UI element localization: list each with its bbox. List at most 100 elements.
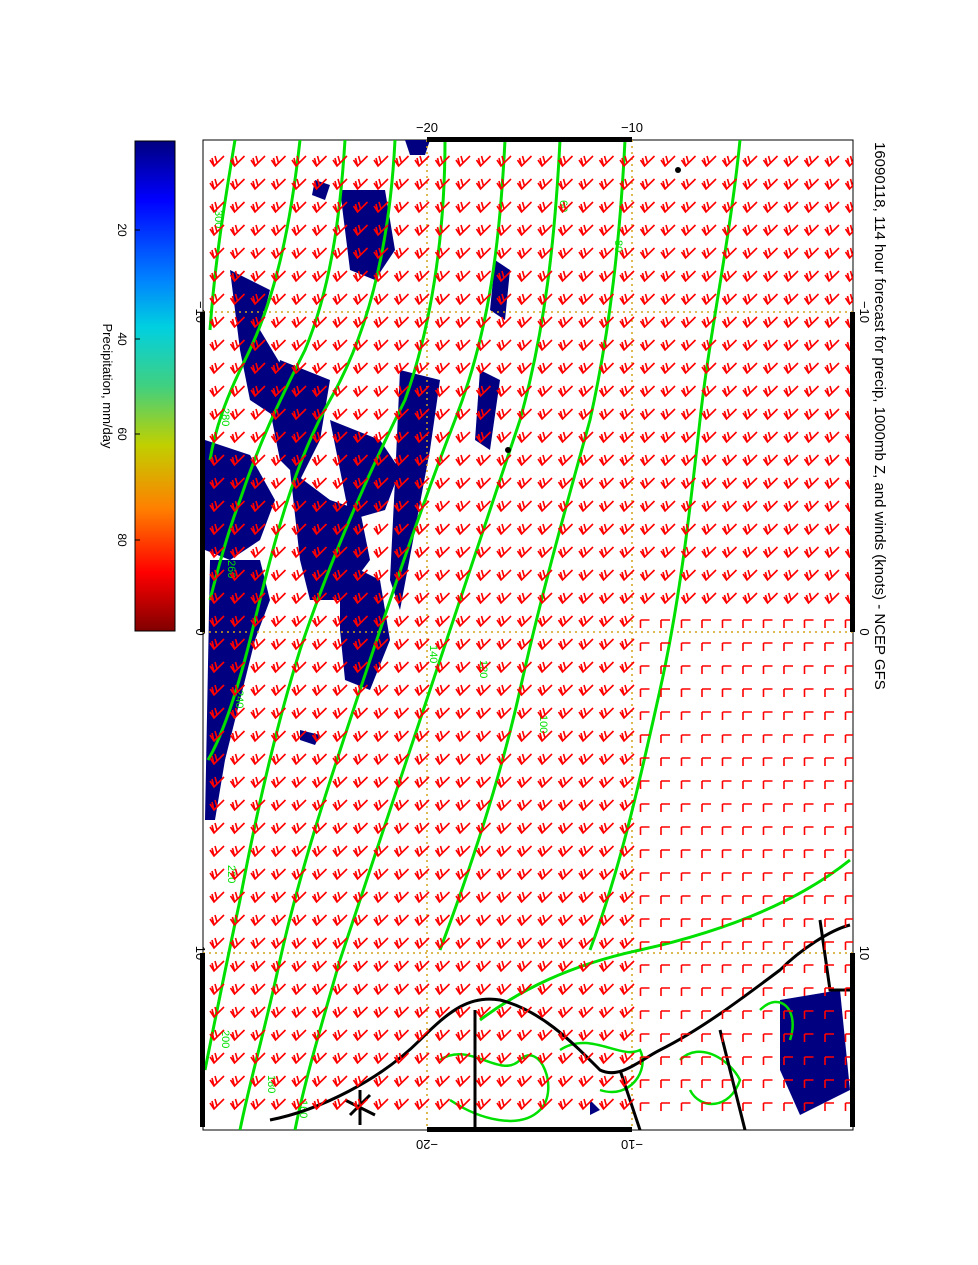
wind-barb <box>496 914 512 927</box>
wind-barb <box>762 523 779 536</box>
wind-barb <box>619 431 635 444</box>
wind-barb <box>455 270 471 283</box>
wind-barb <box>455 960 471 973</box>
wind-barb <box>311 845 328 858</box>
wind-barb <box>270 546 287 559</box>
wind-barb <box>250 569 266 582</box>
wind-barb <box>373 638 389 651</box>
wind-barb <box>373 293 389 306</box>
wind-barb <box>516 385 533 398</box>
wind-barb <box>824 270 840 283</box>
wind-barb <box>639 224 656 237</box>
wind-barb <box>270 822 287 835</box>
wind-barb <box>578 615 594 628</box>
wind-barb <box>393 868 410 881</box>
wind-barb <box>229 845 246 858</box>
wind-barb <box>721 408 738 421</box>
wind-barb <box>639 619 650 628</box>
wind-barb <box>598 1052 615 1065</box>
colorbar: 20 40 60 80 Precipitation, mm/day <box>100 140 176 632</box>
wind-barb <box>701 362 717 375</box>
wind-barb <box>270 960 287 973</box>
wind-barb <box>701 408 717 421</box>
wind-barb <box>824 385 840 398</box>
wind-barb <box>742 431 758 444</box>
contour-label: 240 <box>233 690 245 708</box>
wind-barb <box>270 661 287 674</box>
wind-barb <box>578 891 594 904</box>
wind-barb <box>660 362 676 375</box>
wind-barb <box>414 155 430 168</box>
wind-barb <box>557 178 574 191</box>
wind-barb <box>373 454 389 467</box>
wind-barb <box>209 638 225 651</box>
precip-area <box>490 260 510 320</box>
wind-barb <box>352 638 369 651</box>
wind-barb <box>250 408 266 421</box>
wind-barb <box>721 569 738 582</box>
wind-barb <box>291 178 307 191</box>
wind-barb <box>229 983 246 996</box>
wind-barb <box>537 1098 553 1111</box>
wind-barb <box>803 619 814 628</box>
wind-barb <box>619 1098 635 1111</box>
wind-barb <box>373 822 389 835</box>
wind-barb <box>209 684 225 697</box>
wind-barb <box>270 293 287 306</box>
wind-barb <box>742 757 752 766</box>
wind-barb <box>209 592 225 605</box>
wind-barb <box>783 780 793 789</box>
wind-barb <box>844 872 853 881</box>
wind-barb <box>660 454 676 467</box>
wind-barb <box>496 1029 512 1042</box>
wind-barb <box>496 569 512 582</box>
wind-barb <box>475 385 492 398</box>
wind-barb <box>619 684 635 697</box>
wind-barb <box>414 960 430 973</box>
wind-barb <box>496 431 512 444</box>
wind-barb <box>373 1098 389 1111</box>
wind-barb <box>680 247 697 260</box>
wind-barb <box>229 661 246 674</box>
wind-barb <box>844 849 853 858</box>
wind-barb <box>721 734 732 743</box>
wind-barb <box>803 803 814 812</box>
wind-barb <box>516 500 533 513</box>
wind-barb <box>311 891 328 904</box>
wind-barb <box>742 454 758 467</box>
wind-barb <box>721 293 738 306</box>
wind-barb <box>619 362 635 375</box>
wind-barb <box>332 822 348 835</box>
wind-barb <box>742 408 758 421</box>
wind-barb <box>619 178 635 191</box>
wind-barb <box>824 431 840 444</box>
wind-barb <box>291 1098 307 1111</box>
wind-barb <box>619 316 635 329</box>
map-title: 16090118, 114 hour forecast for precip, … <box>871 142 888 690</box>
wind-barb <box>783 316 799 329</box>
wind-barb <box>660 872 670 881</box>
wind-barb <box>332 477 348 490</box>
wind-barb <box>332 983 348 996</box>
wind-barb <box>824 1102 834 1111</box>
wind-barb <box>475 155 492 168</box>
wind-barb <box>701 1102 711 1111</box>
wind-barb <box>762 872 773 881</box>
wind-barb <box>250 454 266 467</box>
wind-barb <box>332 385 348 398</box>
wind-barb <box>270 155 287 168</box>
wind-barb <box>393 638 410 651</box>
wind-barb <box>680 339 697 352</box>
wind-barb <box>516 914 533 927</box>
wind-barb <box>311 247 328 260</box>
wind-barb <box>209 937 225 950</box>
wind-barb <box>578 385 594 398</box>
wind-barb <box>598 822 615 835</box>
wind-barb <box>332 1006 348 1019</box>
wind-barb <box>742 1010 752 1019</box>
wind-barb <box>393 1006 410 1019</box>
wind-barb <box>270 684 287 697</box>
wind-barb <box>516 293 533 306</box>
wind-barb <box>844 918 853 927</box>
wind-barb <box>475 316 492 329</box>
